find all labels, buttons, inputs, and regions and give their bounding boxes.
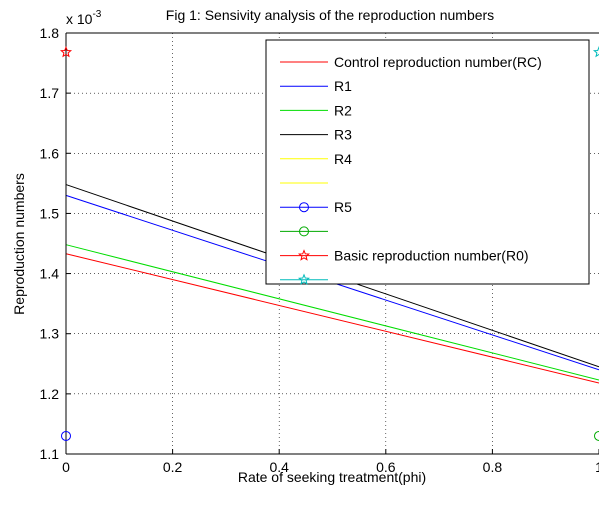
x-tick-label: 1 <box>595 459 599 475</box>
legend-label-7: R5 <box>334 199 352 215</box>
y-axis-label: Reproduction numbers <box>11 173 27 315</box>
legend-label-1: Control reproduction number(RC) <box>334 54 542 70</box>
x-tick-label: 0.4 <box>269 459 289 475</box>
legend-marker-7 <box>299 202 309 213</box>
ticks: 1.1 1.2 1.3 1.4 1.5 1.6 1.7 1.8 0 0.2 0.4 0.6 0.8 1 <box>40 25 599 475</box>
x-tick-label: 0 <box>62 459 70 475</box>
x-tick-label: 0.2 <box>163 459 183 475</box>
scale-exponent-label: x 10-3 <box>66 9 102 27</box>
data-point-series-7 <box>61 430 71 441</box>
series-line-3 <box>65 244 599 381</box>
markers-layer <box>59 45 599 441</box>
y-tick-label: 1.2 <box>40 386 60 402</box>
y-tick-label: 1.5 <box>40 205 60 221</box>
x-tick-label: 0.6 <box>376 459 396 475</box>
legend-marker-9 <box>297 249 311 261</box>
y-tick-label: 1.7 <box>40 85 60 101</box>
x-axis-label: Rate of seeking treatment(phi) <box>238 469 426 485</box>
axes <box>65 32 599 455</box>
legend-label-2: R1 <box>334 78 352 94</box>
x-tick-label: 0.8 <box>483 459 503 475</box>
data-point-series-9 <box>59 45 73 58</box>
legend-marker-10 <box>297 273 311 285</box>
scale-exponent-base: x 10 <box>66 11 93 27</box>
scale-exponent-power: -3 <box>92 9 101 20</box>
legend-label-3: R2 <box>334 102 352 118</box>
legend-marker-8 <box>299 226 309 237</box>
chart-title: Fig 1: Sensivity analysis of the reprodu… <box>166 7 494 23</box>
legend-box <box>265 39 590 285</box>
legend: Control reproduction number(RC) R1 R2 R3 R4 R… <box>265 39 590 285</box>
y-tick-label: 1.4 <box>40 266 60 282</box>
y-tick-label: 1.1 <box>40 446 60 462</box>
legend-label-5: R4 <box>334 151 352 167</box>
legend-entries: Control reproduction number(RC) R1 R2 R3 R4 R… <box>280 54 542 285</box>
data-point-series-8 <box>594 430 599 441</box>
legend-label-9: Basic reproduction number(R0) <box>334 248 529 264</box>
y-tick-label: 1.3 <box>40 326 60 342</box>
data-point-series-10 <box>592 45 599 58</box>
y-tick-label: 1.6 <box>40 145 60 161</box>
y-tick-label: 1.8 <box>40 25 60 41</box>
legend-label-4: R3 <box>334 127 352 143</box>
series-line-1 <box>65 253 599 384</box>
